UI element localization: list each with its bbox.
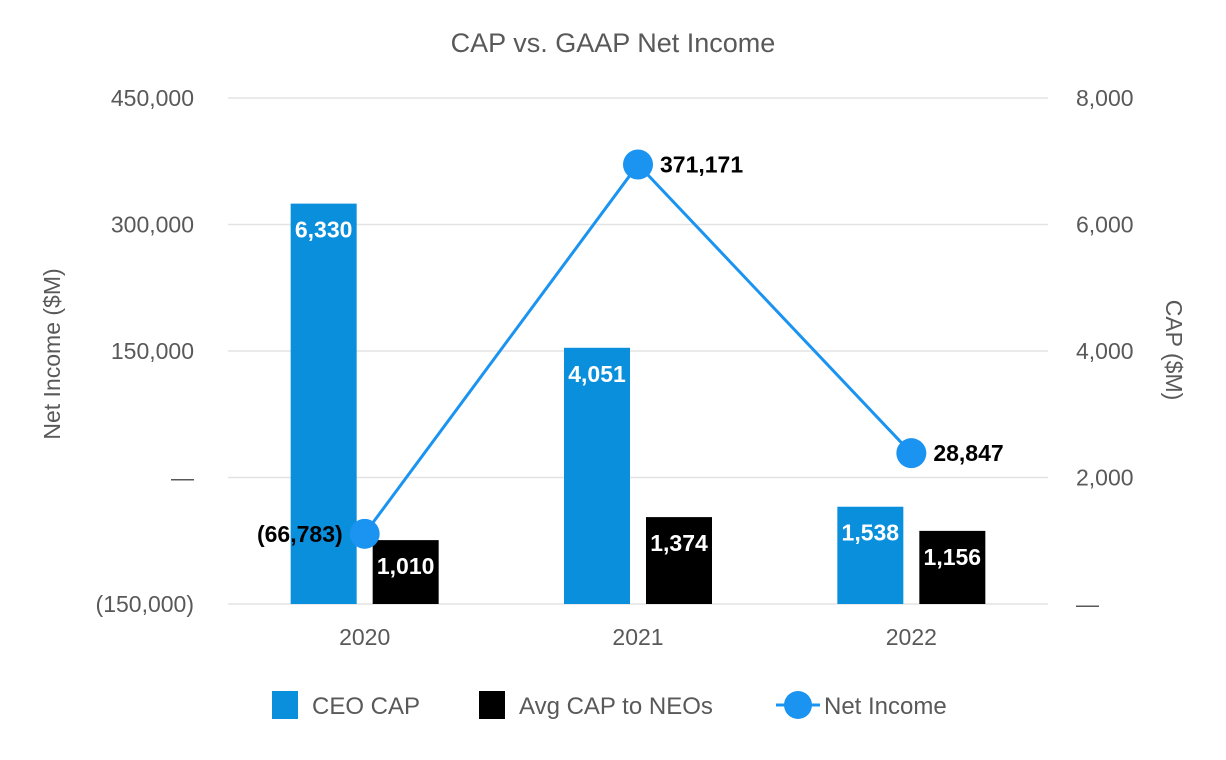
- net-income-point: [349, 518, 380, 549]
- ceo-cap-data-label: 1,538: [842, 520, 900, 546]
- avg-cap-to-neos-bar: [646, 517, 712, 604]
- right-tick-label: —: [1076, 591, 1099, 617]
- net-income-point: [896, 438, 927, 469]
- gridlines: [228, 97, 1048, 605]
- ceo-cap-data-label: 6,330: [295, 217, 353, 243]
- right-tick-label: 6,000: [1076, 212, 1134, 238]
- net-income-point: [623, 149, 653, 180]
- right-tick-label: 8,000: [1076, 85, 1134, 111]
- avg-cap-to-neos-data-label: 1,374: [650, 530, 708, 556]
- ceo-cap-data-label: 4,051: [568, 361, 626, 387]
- ceo-cap-bar: [837, 506, 904, 604]
- left-tick-label: 450,000: [111, 85, 194, 111]
- net-income-data-label: 28,847: [933, 440, 1003, 466]
- legend-marker: [784, 691, 812, 719]
- legend-label: Avg CAP to NEOs: [519, 693, 713, 720]
- bars: [290, 203, 986, 604]
- net-income-data-label: (66,783): [257, 521, 343, 547]
- net-income-line: (66,783) 371,171 28,847: [257, 149, 1004, 549]
- right-axis-label: CAP ($M): [1161, 300, 1187, 401]
- x-tick-label: 2020: [339, 624, 390, 650]
- right-tick-label: 2,000: [1076, 465, 1134, 491]
- avg-cap-to-neos-bar: [919, 530, 986, 604]
- left-tick-label: (150,000): [96, 591, 194, 617]
- left-tick-label: 150,000: [111, 338, 194, 364]
- legend-swatch: [272, 691, 298, 719]
- avg-cap-to-neos-data-label: 1,010: [377, 553, 435, 579]
- avg-cap-to-neos-data-label: 1,156: [924, 544, 982, 570]
- net-income-data-label: 371,171: [660, 151, 743, 177]
- x-tick-label: 2022: [886, 624, 937, 650]
- ceo-cap-bar: [564, 347, 630, 604]
- legend-label: Net Income: [824, 693, 947, 720]
- left-axis-label: Net Income ($M): [39, 268, 65, 439]
- net-income-line-path: [363, 162, 913, 535]
- right-axis-ticks: — 2,000 4,000 6,000 8,000: [1076, 85, 1134, 617]
- legend-label: CEO CAP: [312, 693, 420, 720]
- avg-cap-to-neos-bar: [372, 540, 439, 604]
- left-tick-label: 300,000: [111, 212, 194, 238]
- left-axis-ticks: (150,000) — 150,000 300,000 450,000: [96, 85, 194, 617]
- legend-swatch: [479, 691, 505, 719]
- ceo-cap-bar: [290, 203, 357, 604]
- chart-title: CAP vs. GAAP Net Income: [451, 28, 776, 58]
- x-tick-label: 2021: [612, 624, 663, 650]
- bar-labels: 6,330 1,010 4,051 1,374 1,538 1,156: [295, 217, 981, 579]
- x-axis-ticks: 2020 2021 2022: [339, 624, 937, 650]
- legend: CEO CAP Avg CAP to NEOs Net Income: [272, 691, 947, 720]
- left-tick-label: —: [171, 465, 194, 491]
- right-tick-label: 4,000: [1076, 338, 1134, 364]
